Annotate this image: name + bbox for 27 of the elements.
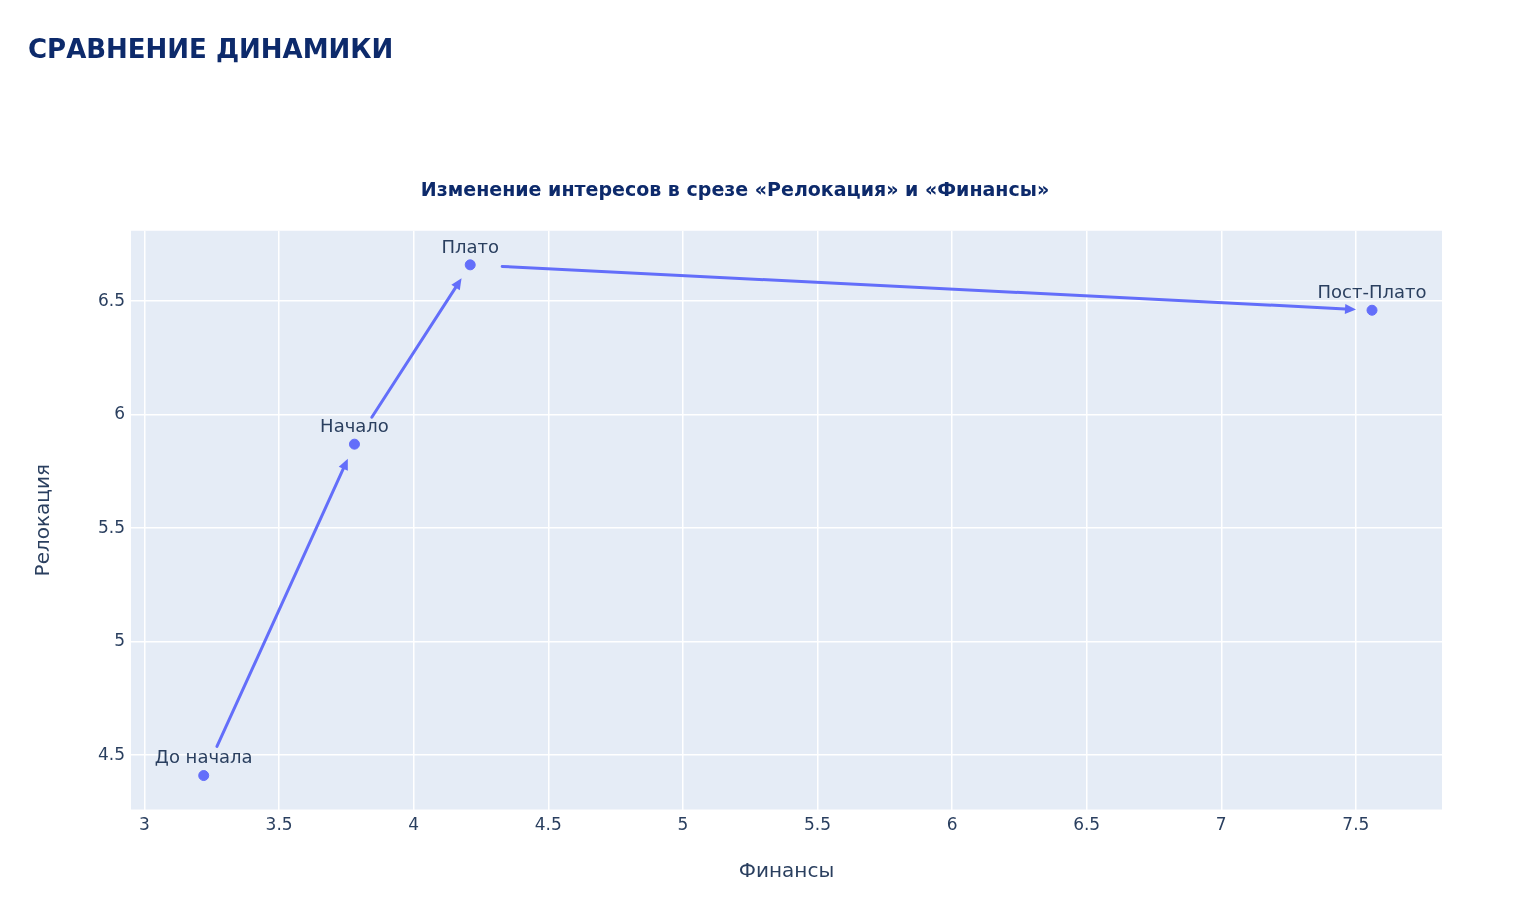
x-axis-title: Финансы (738, 858, 835, 883)
y-axis-title: Релокация (30, 464, 55, 577)
y-tick-label: 5.5 (97, 516, 126, 537)
x-tick-label: 5 (677, 814, 689, 835)
x-tick-label: 6.5 (1073, 814, 1101, 835)
x-tick-label: 7.5 (1342, 814, 1370, 835)
point (348, 438, 360, 450)
chart-subtitle: Изменение интересов в срезе «Релокация» и «Финансы» (420, 178, 1050, 201)
point (198, 770, 210, 782)
x-tick-label: 3 (139, 814, 150, 835)
x-tick-label: 3.5 (265, 814, 293, 835)
x-tick-label: 7 (1215, 814, 1227, 835)
y-tick-label: 4.5 (97, 743, 126, 764)
annotation: Пост-Плато (1317, 280, 1427, 302)
y-tick-label: 6 (114, 403, 126, 424)
chart-title: СРАВНЕНИЕ ДИНАМИКИ (28, 34, 394, 64)
annotation: До начала (154, 746, 253, 768)
x-tick-label: 4.5 (534, 814, 562, 835)
x-tick-label: 6 (946, 814, 958, 835)
annotation: Начало (320, 414, 389, 436)
y-tick-label: 5 (114, 630, 126, 651)
y-tick-label: 6.5 (97, 289, 126, 310)
annotation: Плато (441, 235, 500, 257)
point (1366, 304, 1378, 316)
point (464, 259, 476, 271)
x-tick-label: 5.5 (803, 814, 831, 835)
x-tick-label: 4 (408, 814, 420, 835)
